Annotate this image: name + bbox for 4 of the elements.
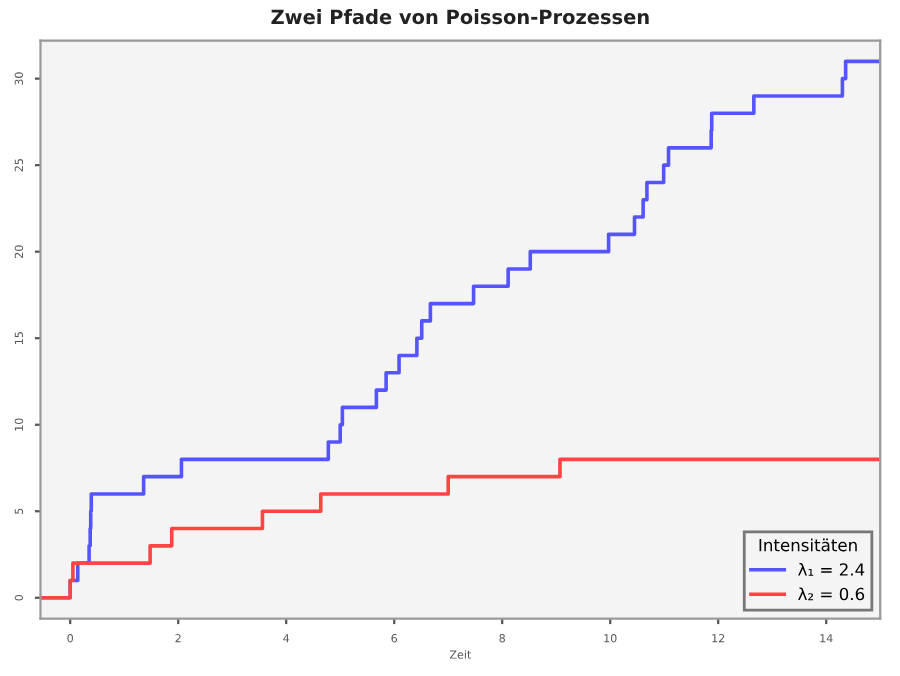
legend-label: λ₂ = 0.6 xyxy=(798,587,865,601)
chart-title: Zwei Pfade von Poisson-Prozessen xyxy=(271,9,649,25)
legend-title: Intensitäten xyxy=(759,538,857,552)
legend-label: λ₁ = 2.4 xyxy=(798,562,865,576)
